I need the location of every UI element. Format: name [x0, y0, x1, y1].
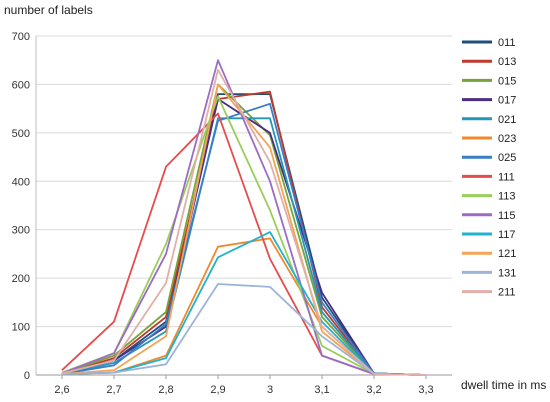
x-tick-label: 2,9 — [210, 384, 225, 396]
y-tick-label: 400 — [12, 176, 30, 188]
x-tick-label: 3,1 — [314, 384, 329, 396]
x-tick-label: 2,6 — [54, 384, 69, 396]
series-line-017 — [61, 98, 427, 376]
legend-label-131: 131 — [498, 267, 516, 279]
x-tick-label: 3 — [267, 384, 273, 396]
legend-label-211: 211 — [498, 287, 516, 299]
axes: number of labels dwell time in ms 0 100 20… — [4, 3, 546, 396]
series-line-113 — [61, 95, 427, 376]
series-lines — [61, 59, 427, 376]
x-axis-title: dwell time in ms — [461, 378, 546, 392]
series-line-011 — [61, 93, 427, 376]
y-tick-label: 500 — [12, 128, 30, 140]
y-axis-title: number of labels — [4, 3, 93, 17]
legend-label-111: 111 — [498, 171, 515, 183]
legend-label-013: 013 — [498, 56, 516, 68]
legend-label-117: 117 — [498, 229, 516, 241]
y-tick-label: 100 — [12, 322, 30, 334]
legend-label-011: 011 — [498, 37, 516, 49]
y-tick-label: 0 — [24, 370, 30, 382]
y-tick-label: 600 — [12, 79, 30, 91]
legend-label-115: 115 — [498, 210, 516, 222]
series-line-013 — [61, 90, 427, 376]
x-tick-label: 2,7 — [106, 384, 121, 396]
series-line-211 — [61, 69, 427, 376]
series-line-131 — [61, 283, 427, 376]
legend-label-121: 121 — [498, 248, 516, 260]
grid — [36, 35, 452, 376]
x-tick-label: 2,8 — [158, 384, 173, 396]
x-tick-label: 3,2 — [366, 384, 381, 396]
legend-label-113: 113 — [498, 191, 516, 203]
series-line-021 — [61, 117, 427, 376]
legend-label-017: 017 — [498, 95, 516, 107]
y-tick-label: 700 — [12, 31, 30, 43]
legend-label-021: 021 — [498, 114, 516, 126]
legend-label-015: 015 — [498, 75, 516, 87]
y-tick-label: 200 — [12, 273, 30, 285]
legend-label-023: 023 — [498, 133, 516, 145]
legend-label-025: 025 — [498, 152, 516, 164]
x-tick-label: 3,3 — [418, 384, 433, 396]
legend: 011 013 015 017 021 023 025 111 113 115 117 121 131 2… — [458, 34, 526, 309]
y-tick-label: 300 — [12, 225, 30, 237]
series-line-115 — [61, 59, 427, 376]
series-line-025 — [61, 102, 427, 376]
